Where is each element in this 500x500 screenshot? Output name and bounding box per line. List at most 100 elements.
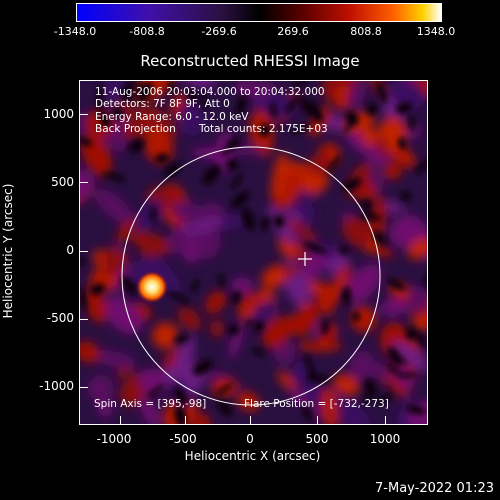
emission-blob: [409, 285, 427, 312]
emission-blob: [391, 341, 427, 371]
dark-lane: [345, 111, 359, 127]
dark-lane: [291, 123, 311, 135]
emission-blob: [91, 350, 136, 369]
colorbar-tick: 808.8: [350, 25, 382, 38]
dark-lane: [246, 319, 253, 327]
dark-lane: [342, 177, 361, 192]
emission-blob: [383, 162, 402, 180]
solar-limb-circle: [121, 146, 381, 406]
dark-lane: [231, 173, 243, 190]
dark-lane: [415, 330, 427, 348]
dark-lane: [192, 359, 213, 376]
emission-blob: [194, 413, 210, 424]
emission-blob: [286, 218, 318, 243]
dark-lane: [405, 326, 416, 341]
emission-blob: [133, 199, 164, 232]
emission-blob: [360, 126, 378, 147]
time-range-annotation: 11-Aug-2006 20:03:04.000 to 20:04:32.000: [95, 86, 325, 98]
colorbar-tick: 1348.0: [416, 25, 456, 38]
dark-lane: [314, 375, 329, 384]
dark-lane: [258, 123, 271, 137]
emission-blob: [104, 296, 142, 335]
x-tick-label: -500: [169, 432, 197, 446]
dark-lane: [216, 383, 233, 395]
emission-blob: [171, 201, 202, 221]
emission-blob: [236, 391, 260, 412]
emission-blob: [321, 386, 339, 424]
dark-lane: [174, 334, 189, 344]
emission-blob: [220, 214, 245, 230]
dark-lane: [360, 199, 374, 218]
dark-lane: [252, 348, 266, 356]
dark-lane: [364, 378, 377, 397]
colorbar-tick: -1348.0: [53, 25, 97, 38]
dark-lane: [112, 106, 124, 119]
spin-axis-marker: [298, 252, 312, 266]
dark-lane: [415, 159, 427, 174]
emission-blob: [85, 286, 107, 324]
emission-blob: [271, 151, 288, 198]
dark-lane: [231, 191, 250, 209]
dark-lane: [273, 215, 285, 228]
emission-blob: [345, 263, 382, 304]
detectors-annotation: Detectors: 7F 8F 9F, Att 0: [95, 98, 230, 110]
dark-lane: [173, 386, 188, 406]
emission-blob: [152, 107, 177, 138]
dark-lane: [387, 365, 401, 374]
y-axis-label: Heliocentric Y (arcsec): [1, 183, 15, 319]
dark-lane: [202, 165, 221, 185]
x-axis-label: Heliocentric X (arcsec): [184, 449, 321, 463]
dark-lane: [174, 404, 187, 424]
dark-lane: [217, 399, 233, 417]
plot-ticks: [80, 114, 386, 424]
dark-lane: [231, 291, 242, 303]
emission-blob: [381, 299, 411, 315]
emission-blob: [273, 340, 296, 364]
emission-blob: [403, 123, 422, 140]
dark-lane: [102, 172, 126, 181]
solar-image-plot: [79, 80, 428, 425]
emission-blob: [80, 169, 94, 200]
emission-blob: [209, 320, 225, 338]
dark-lane: [80, 137, 93, 147]
emission-blob: [180, 81, 216, 88]
total-counts-annotation: Total counts: 2.175E+03: [199, 123, 328, 135]
y-tick-label: -1000: [39, 379, 74, 393]
dark-lane: [270, 103, 277, 118]
emission-blob: [262, 316, 294, 349]
colorbar-tick: 269.6: [277, 25, 309, 38]
dark-lane: [366, 103, 378, 115]
dark-lane: [220, 140, 241, 156]
emission-blob: [95, 189, 132, 223]
dark-lane: [341, 286, 352, 306]
dark-lane: [80, 287, 87, 311]
emission-blob: [177, 307, 202, 331]
emission-blob: [412, 293, 427, 319]
emission-blob: [97, 398, 113, 417]
emission-blob: [389, 215, 424, 248]
dark-lane: [400, 191, 412, 201]
dark-lane: [253, 320, 265, 334]
dark-lane: [226, 159, 239, 171]
timestamp-footer: 7-May-2022 01:23: [375, 481, 494, 496]
dark-lane: [242, 207, 255, 231]
emission-blob: [140, 233, 164, 260]
emission-blob: [182, 218, 224, 234]
emission-blob: [294, 301, 320, 337]
y-tick-label: 500: [51, 175, 74, 189]
emission-blob: [327, 114, 345, 132]
dark-lane: [80, 257, 86, 265]
emission-blob: [89, 375, 113, 403]
colorbar-tick: -269.6: [201, 25, 237, 38]
dark-lane: [168, 81, 175, 94]
dark-lane: [338, 246, 350, 254]
dark-lane: [321, 318, 330, 335]
dark-lane: [285, 95, 301, 113]
emission-blob: [205, 290, 227, 314]
dark-pattern: [80, 81, 427, 424]
dark-lane: [155, 153, 169, 163]
emission-blob: [348, 81, 367, 110]
emission-blob: [80, 341, 100, 363]
emission-blob: [248, 299, 277, 330]
dark-lane: [307, 369, 317, 384]
